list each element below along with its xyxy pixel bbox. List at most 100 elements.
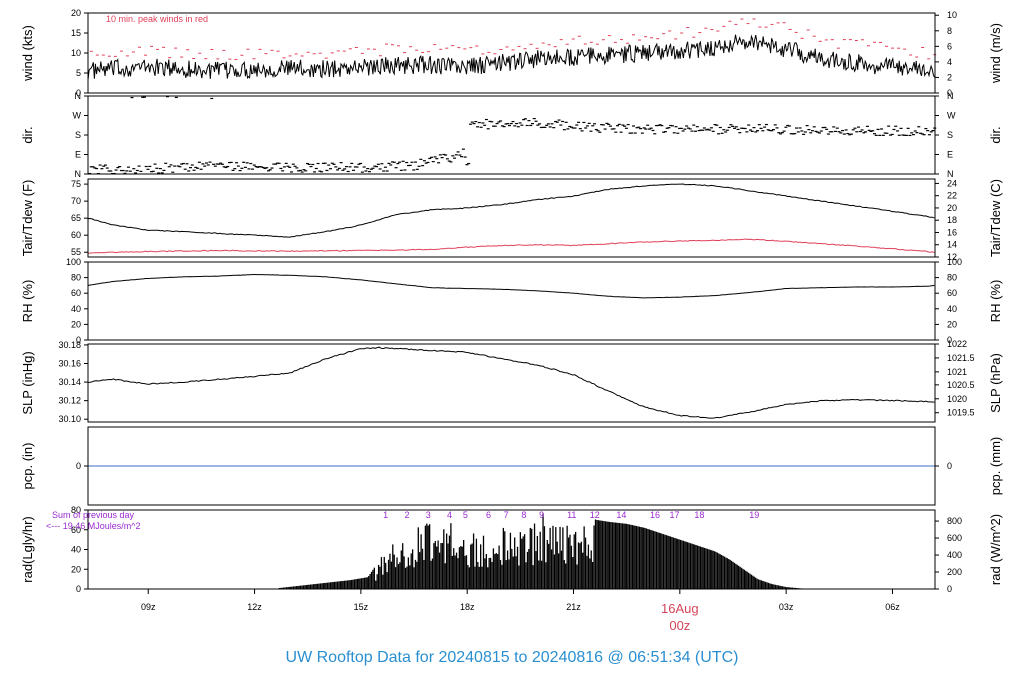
- y-tick-label-right: 2: [947, 72, 952, 82]
- radiation-hour-label: 2: [404, 510, 409, 520]
- y-tick-label-right: 10: [947, 10, 957, 20]
- radiation-hour-label: 3: [426, 510, 431, 520]
- y-tick-label-right: 0: [947, 335, 952, 345]
- y-tick-label-right: 0: [947, 584, 952, 594]
- y-tick-label-left: S: [75, 130, 81, 140]
- panel-frame: [87, 426, 936, 506]
- y-tick-label-left: 70: [71, 196, 81, 206]
- y-tick-label-right: 1019.5: [947, 408, 975, 418]
- y-tick-label-left: 20: [71, 564, 81, 574]
- y-tick-label-left: 10: [71, 48, 81, 58]
- radiation-hour-label: 8: [521, 510, 526, 520]
- y-tick-label-left: 30.16: [58, 359, 81, 369]
- panel-frame: [87, 95, 936, 175]
- series-line-slp: [87, 346, 935, 419]
- x-tick-label: 18z: [460, 602, 475, 612]
- y-tick-label-right: 20: [947, 203, 957, 213]
- y-axis-label-left: SLP (inHg): [20, 351, 35, 414]
- y-axis-label-left: dir.: [20, 126, 35, 143]
- panel-wind: wind (kts) wind (m/s) 0 5 10 15 20 0 2 4 6 8 10 10 mi…: [20, 8, 1003, 98]
- y-tick-label-left: 60: [71, 525, 81, 535]
- x-date-label-hour: 00z: [669, 618, 690, 633]
- y-tick-label-right: 0: [947, 461, 952, 471]
- y-tick-label-right: 1021.5: [947, 353, 975, 363]
- radiation-hour-label: 1: [383, 510, 388, 520]
- panel-rh: RH (%) RH (%) 0 20 40 60 80 100 0 20 40 60 80 100: [20, 257, 1003, 345]
- y-tick-label-left: N: [75, 169, 82, 179]
- y-tick-label-left: 20: [71, 8, 81, 18]
- y-tick-label-left: W: [73, 111, 82, 121]
- y-tick-label-right: 6: [947, 41, 952, 51]
- x-tick-label: 12z: [247, 602, 262, 612]
- panel-slp: SLP (inHg) SLP (hPa) 30.10 30.12 30.14 30.16 3…: [20, 339, 1003, 424]
- x-date-label: 16Aug: [661, 601, 699, 616]
- y-tick-label-left: 55: [71, 247, 81, 257]
- y-tick-label-left: 65: [71, 213, 81, 223]
- y-axis-label-left: wind (kts): [20, 25, 35, 82]
- y-tick-label-right: 1020: [947, 394, 967, 404]
- y-tick-label-right: 12: [947, 252, 957, 262]
- radiation-hour-label: 5: [463, 510, 468, 520]
- y-tick-label-left: 30.14: [58, 377, 81, 387]
- y-tick-label-left: 60: [71, 230, 81, 240]
- y-tick-label-left: 100: [66, 257, 81, 267]
- y-tick-label-left: 60: [71, 288, 81, 298]
- y-tick-label-right: 80: [947, 273, 957, 283]
- panel-pcp: pcp. (in) pcp. (mm) 0 0: [20, 426, 1003, 506]
- y-tick-label-right: 20: [947, 319, 957, 329]
- y-tick-label-left: 80: [71, 505, 81, 515]
- radiation-hour-label: 18: [694, 510, 704, 520]
- y-tick-label-right: 1022: [947, 339, 967, 349]
- y-tick-label-left: 0: [76, 461, 81, 471]
- y-tick-label-left: 30.12: [58, 396, 81, 406]
- y-tick-label-right: 400: [947, 550, 962, 560]
- radiation-hour-label: 14: [616, 510, 626, 520]
- y-axis-label-right: rad (W/m^2): [988, 514, 1003, 585]
- y-axis-label-right: Tair/Tdew (C): [988, 179, 1003, 257]
- y-tick-label-right: 40: [947, 304, 957, 314]
- y-tick-label-right: 0: [947, 88, 952, 98]
- radiation-hour-label: 7: [504, 510, 509, 520]
- peak-winds-annotation: 10 min. peak winds in red: [106, 14, 208, 24]
- y-tick-label-right: 16: [947, 227, 957, 237]
- y-tick-label-left: 5: [76, 68, 81, 78]
- y-axis-label-left: pcp. (in): [20, 443, 35, 490]
- y-tick-label-right: 8: [947, 26, 952, 36]
- panel-frame: [87, 509, 936, 590]
- y-tick-label-left: E: [75, 150, 81, 160]
- radiation-hour-label: 19: [749, 510, 759, 520]
- y-tick-label-right: E: [947, 150, 953, 160]
- y-tick-label-right: W: [947, 111, 956, 121]
- y-tick-label-right: 24: [947, 178, 957, 188]
- series-line-tdew: [87, 238, 935, 254]
- y-tick-label-right: 4: [947, 57, 952, 67]
- y-axis-label-right: SLP (hPa): [988, 353, 1003, 413]
- y-tick-label-right: N: [947, 91, 954, 101]
- y-tick-label-right: 60: [947, 288, 957, 298]
- y-tick-label-left: 80: [71, 273, 81, 283]
- radiation-hour-label: 17: [670, 510, 680, 520]
- y-tick-label-left: 30.10: [58, 414, 81, 424]
- y-tick-label-left: N: [75, 91, 82, 101]
- figure-footer-title: UW Rooftop Data for 20240815 to 20240816…: [285, 649, 739, 666]
- radiation-hour-label: 9: [539, 510, 544, 520]
- y-tick-label-left: 40: [71, 545, 81, 555]
- y-axis-label-right: pcp. (mm): [988, 437, 1003, 496]
- y-tick-label-right: 600: [947, 533, 962, 543]
- y-tick-label-left: 40: [71, 304, 81, 314]
- y-axis-label-right: wind (m/s): [988, 23, 1003, 84]
- y-tick-label-right: 1020.5: [947, 380, 975, 390]
- radiation-sum-note: Sum of previous day: [52, 510, 135, 520]
- y-tick-label-left: 15: [71, 28, 81, 38]
- y-axis-label-left: Tair/Tdew (F): [20, 180, 35, 257]
- y-tick-label-right: 100: [947, 257, 962, 267]
- panel-temp: Tair/Tdew (F) Tair/Tdew (C) 55 60 65 70 75 12 14…: [20, 178, 1003, 262]
- y-axis-label-left: rad(Lgly/hr): [20, 516, 35, 582]
- y-tick-label-left: 75: [71, 179, 81, 189]
- panel-frame: [87, 178, 936, 258]
- radiation-hour-label: 12: [590, 510, 600, 520]
- x-tick-label: 15z: [354, 602, 369, 612]
- y-tick-label-right: 800: [947, 516, 962, 526]
